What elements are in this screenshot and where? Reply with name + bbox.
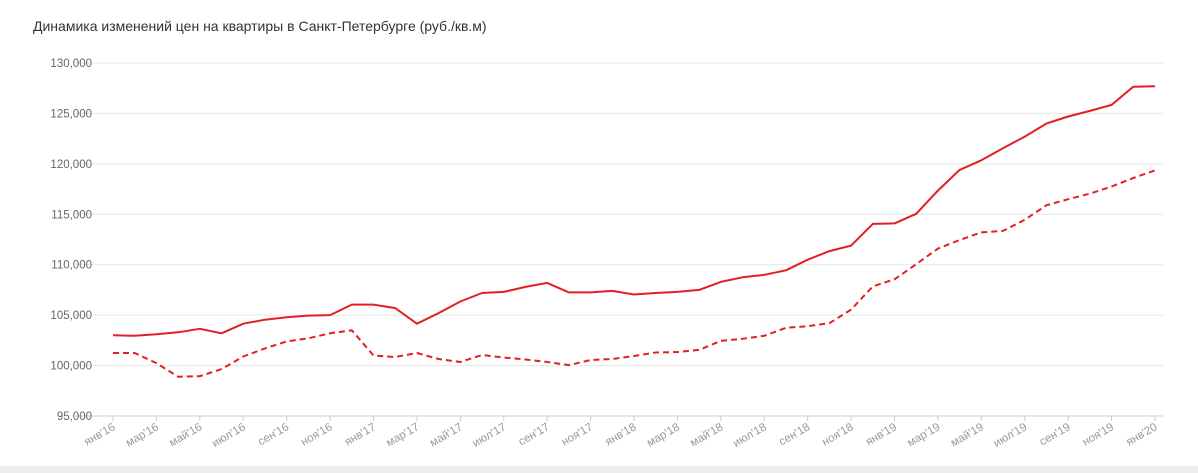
x-tick-label: янв'16 — [82, 421, 117, 448]
y-tick-label: 120,000 — [50, 159, 92, 171]
series-group — [112, 85, 1156, 378]
x-tick-label: мар'18 — [645, 421, 682, 449]
x-tick-label: июл'17 — [471, 421, 509, 450]
x-tick-label: июл'19 — [992, 421, 1030, 450]
x-tick-label: ноя'16 — [299, 421, 334, 448]
chart-title: Динамика изменений цен на квартиры в Сан… — [33, 18, 487, 34]
x-tick-label: май'16 — [167, 421, 204, 449]
x-tick-label: янв'19 — [864, 421, 899, 448]
x-tick-label: мар'19 — [906, 421, 943, 449]
y-axis: 95,000 100,000 105,000 110,000 115,000 120,00… — [50, 58, 92, 423]
x-tick-label: мар'16 — [124, 421, 161, 449]
grid-lines — [75, 62, 1163, 417]
bottom-strip — [0, 466, 1198, 473]
x-tick-label: мар'17 — [385, 421, 422, 449]
x-tick-label: сен'18 — [777, 421, 812, 448]
x-tick-label: ноя'18 — [820, 421, 855, 448]
series-line-dashed — [113, 169, 1156, 378]
x-tick-label: май'17 — [428, 421, 465, 449]
y-tick-label: 105,000 — [50, 310, 92, 322]
x-tick-label: сен'19 — [1038, 421, 1073, 448]
x-tick-label: май'19 — [949, 421, 986, 449]
x-tick-label: сен'17 — [517, 421, 552, 448]
x-tick-label: ноя'17 — [560, 421, 595, 448]
series-line-solid — [112, 85, 1156, 337]
x-tick-label: янв'18 — [603, 421, 638, 448]
x-tick-label: май'18 — [688, 421, 725, 449]
x-tick-label: июл'18 — [731, 421, 769, 450]
x-tick-label: ноя'19 — [1081, 421, 1116, 448]
y-tick-label: 110,000 — [51, 260, 92, 272]
y-tick-label: 130,000 — [50, 58, 92, 70]
y-tick-label: 100,000 — [50, 361, 92, 373]
y-tick-label: 125,000 — [50, 108, 92, 120]
y-tick-label: 115,000 — [51, 209, 92, 221]
x-tick-label: сен'16 — [256, 421, 291, 448]
x-tick-label: янв'17 — [343, 421, 378, 448]
x-tick-label: июл'16 — [210, 421, 248, 450]
y-tick-label: 95,000 — [57, 411, 92, 423]
x-tick-label: янв'20 — [1124, 421, 1159, 448]
x-axis: янв'16 мар'16 май'16 июл'16 сен'16 ноя'16 янв'… — [82, 416, 1160, 450]
